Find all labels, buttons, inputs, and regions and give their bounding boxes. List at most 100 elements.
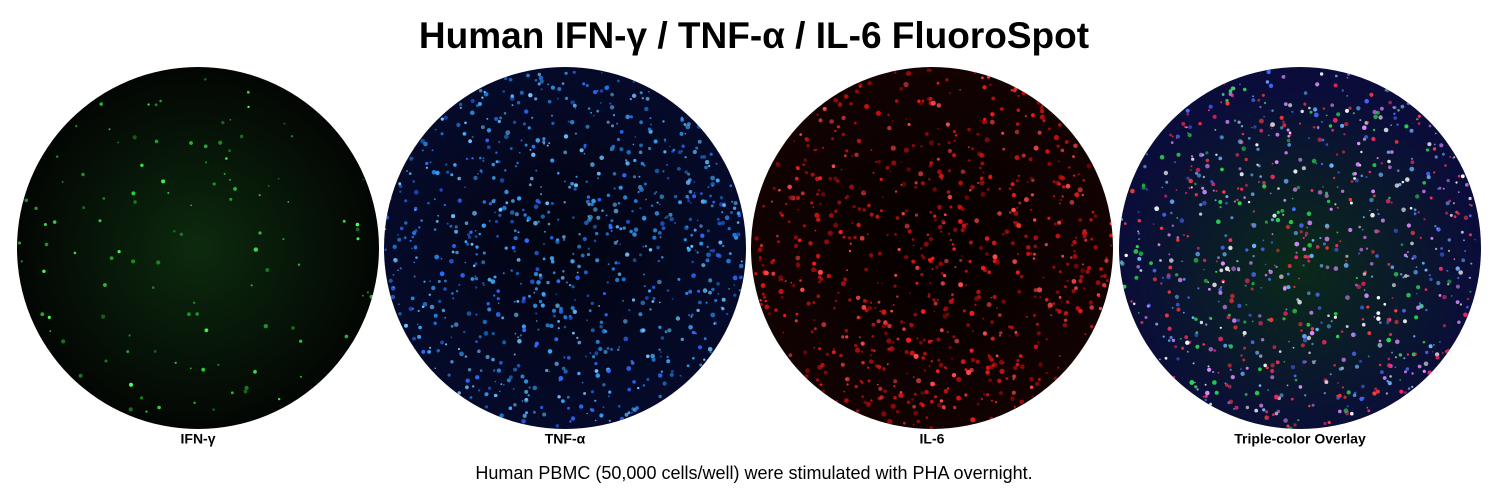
- panel-label: Triple-color Overlay: [1234, 431, 1366, 447]
- spot: [1326, 199, 1331, 204]
- spot: [1293, 285, 1296, 288]
- spot: [733, 201, 738, 206]
- spot: [1224, 266, 1230, 272]
- spot: [738, 275, 743, 280]
- spot: [1425, 308, 1428, 312]
- spot: [451, 214, 456, 219]
- spot: [812, 301, 816, 304]
- spot: [1324, 223, 1330, 229]
- spot: [1172, 375, 1176, 379]
- spot: [616, 122, 618, 125]
- spot: [660, 355, 662, 358]
- spot: [650, 123, 652, 126]
- spot: [938, 261, 944, 267]
- spot: [844, 154, 847, 158]
- spot: [608, 395, 610, 398]
- spot: [1394, 309, 1398, 313]
- spot: [1168, 253, 1171, 256]
- spot: [911, 398, 914, 401]
- spot: [1458, 191, 1460, 193]
- spot: [1369, 262, 1374, 266]
- spot: [758, 256, 762, 259]
- spot: [1146, 153, 1148, 156]
- spot: [940, 281, 945, 286]
- spot: [1139, 269, 1143, 272]
- spot: [627, 411, 631, 415]
- spot: [543, 230, 546, 233]
- spot: [935, 265, 939, 270]
- spot: [462, 132, 466, 136]
- spot: [1387, 363, 1392, 368]
- spot: [597, 197, 602, 202]
- spot: [1033, 244, 1038, 249]
- spot: [1011, 207, 1016, 213]
- spot: [1000, 107, 1004, 111]
- spot: [384, 228, 387, 231]
- spot: [1135, 245, 1139, 249]
- spot: [411, 247, 413, 250]
- spot: [1159, 226, 1164, 230]
- spot: [1284, 151, 1288, 155]
- spot: [991, 363, 996, 367]
- spot: [563, 356, 566, 359]
- spot: [243, 389, 248, 394]
- spot: [622, 299, 625, 302]
- spot: [821, 322, 827, 328]
- spot: [499, 116, 503, 120]
- spot: [409, 156, 414, 161]
- spot: [1346, 95, 1349, 97]
- spot: [875, 364, 879, 368]
- spot: [258, 194, 261, 197]
- spot: [1374, 229, 1379, 234]
- spot: [533, 291, 536, 294]
- spot: [606, 120, 610, 124]
- spot: [1015, 270, 1020, 275]
- spot: [964, 269, 968, 273]
- spot: [966, 369, 972, 375]
- spot: [670, 370, 674, 373]
- spot: [685, 180, 691, 185]
- spot: [1333, 364, 1336, 367]
- spot: [531, 144, 536, 149]
- spot: [717, 221, 722, 226]
- spot: [884, 322, 889, 326]
- spot: [1268, 278, 1271, 281]
- spot: [869, 212, 874, 217]
- spot: [1040, 109, 1045, 114]
- spot: [658, 325, 662, 329]
- spot: [845, 149, 849, 153]
- spot: [979, 153, 985, 158]
- spot: [778, 188, 781, 192]
- spot: [838, 229, 843, 235]
- spot: [919, 341, 923, 345]
- spot: [1406, 101, 1411, 106]
- spot: [1263, 101, 1267, 105]
- spot: [715, 162, 718, 165]
- spot: [473, 277, 475, 280]
- spot: [788, 353, 793, 358]
- spot: [1215, 190, 1218, 192]
- spot: [1372, 109, 1377, 115]
- spot: [247, 105, 250, 109]
- spot: [531, 116, 534, 119]
- spot: [1296, 185, 1301, 190]
- spot: [799, 279, 802, 282]
- spot: [109, 256, 114, 260]
- spot: [1072, 174, 1076, 177]
- spot: [393, 258, 398, 263]
- spot: [1234, 405, 1239, 410]
- spot: [843, 94, 849, 99]
- spot: [1207, 367, 1212, 372]
- spot: [412, 230, 417, 236]
- spot: [863, 400, 867, 404]
- spot: [481, 260, 486, 265]
- spot: [1391, 351, 1393, 354]
- spot: [816, 217, 821, 222]
- spot: [907, 123, 911, 126]
- spot: [516, 161, 519, 165]
- spot: [871, 335, 874, 338]
- spot: [1343, 133, 1346, 136]
- spot: [1213, 349, 1217, 352]
- spot: [685, 291, 689, 295]
- spot: [1262, 408, 1266, 412]
